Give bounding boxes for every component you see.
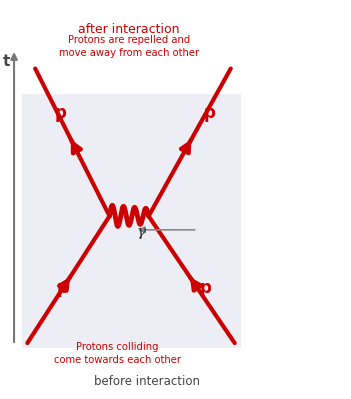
Text: p: p: [203, 104, 215, 122]
Text: before interaction: before interaction: [94, 375, 200, 388]
Text: t: t: [3, 54, 11, 69]
Text: Protons colliding
come towards each other: Protons colliding come towards each othe…: [54, 342, 181, 365]
Text: after interaction: after interaction: [78, 23, 180, 36]
Text: γ: γ: [137, 225, 146, 239]
Text: p: p: [57, 279, 68, 297]
Text: Protons are repelled and
move away from each other: Protons are repelled and move away from …: [59, 35, 199, 58]
FancyBboxPatch shape: [21, 94, 240, 348]
Text: p: p: [55, 104, 67, 122]
Text: p: p: [199, 279, 211, 297]
